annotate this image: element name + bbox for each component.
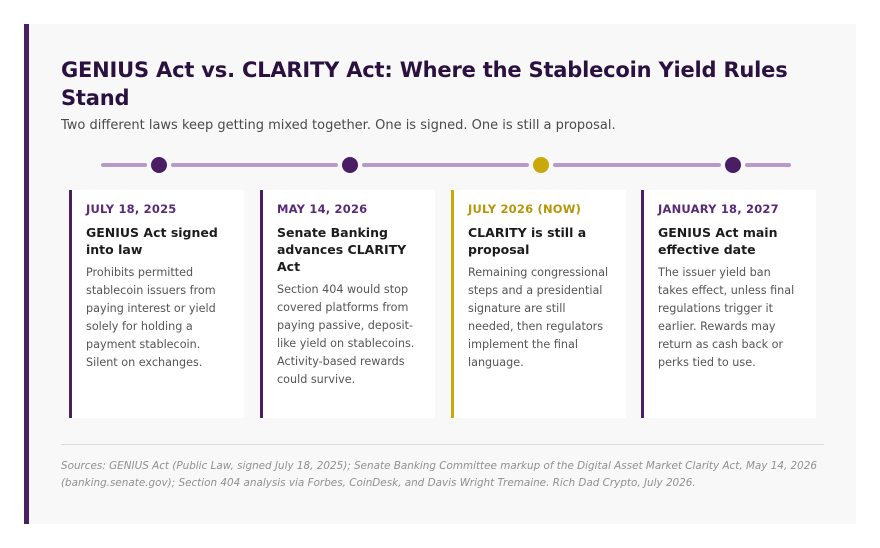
- timeline-marker-4: [725, 157, 741, 173]
- event-date: MAY 14, 2026: [277, 202, 368, 216]
- event-description: Remaining congressional steps and a pres…: [468, 266, 609, 369]
- timeline-segment: [553, 163, 721, 167]
- sources-note: Sources: GENIUS Act (Public Law, signed …: [61, 460, 818, 489]
- timeline-segment: [101, 163, 147, 167]
- event-description: The issuer yield ban takes effect, unles…: [658, 266, 795, 369]
- timeline-segment: [745, 163, 791, 167]
- page-title: GENIUS Act vs. CLARITY Act: Where the St…: [61, 58, 788, 110]
- event-title: GENIUS Act main effective date: [658, 225, 778, 257]
- event-card: JULY 18, 2025 GENIUS Act signed into law…: [69, 190, 244, 418]
- event-card: JANUARY 18, 2027 GENIUS Act main effecti…: [641, 190, 816, 418]
- timeline-card: GENIUS Act vs. CLARITY Act: Where the St…: [24, 24, 856, 524]
- event-date: JANUARY 18, 2027: [658, 202, 779, 216]
- timeline-segment: [171, 163, 338, 167]
- event-title: Senate Banking advances CLARITY Act: [277, 225, 407, 274]
- event-date: JULY 18, 2025: [86, 202, 177, 216]
- event-date: JULY 2026 (NOW): [468, 202, 582, 216]
- timeline-marker-current: [533, 157, 549, 173]
- timeline-marker-2: [342, 157, 358, 173]
- event-description: Prohibits permitted stablecoin issuers f…: [86, 266, 216, 369]
- event-card: MAY 14, 2026 Senate Banking advances CLA…: [260, 190, 435, 418]
- event-title: CLARITY is still a proposal: [468, 225, 587, 257]
- timeline-marker-1: [151, 157, 167, 173]
- timeline-track: [101, 152, 791, 178]
- footer-divider: [61, 444, 824, 445]
- timeline-segment: [362, 163, 529, 167]
- event-title: GENIUS Act signed into law: [86, 225, 218, 257]
- event-card-current: JULY 2026 (NOW) CLARITY is still a propo…: [451, 190, 626, 418]
- page-subtitle: Two different laws keep getting mixed to…: [61, 118, 616, 133]
- event-description: Section 404 would stop covered platforms…: [277, 283, 415, 386]
